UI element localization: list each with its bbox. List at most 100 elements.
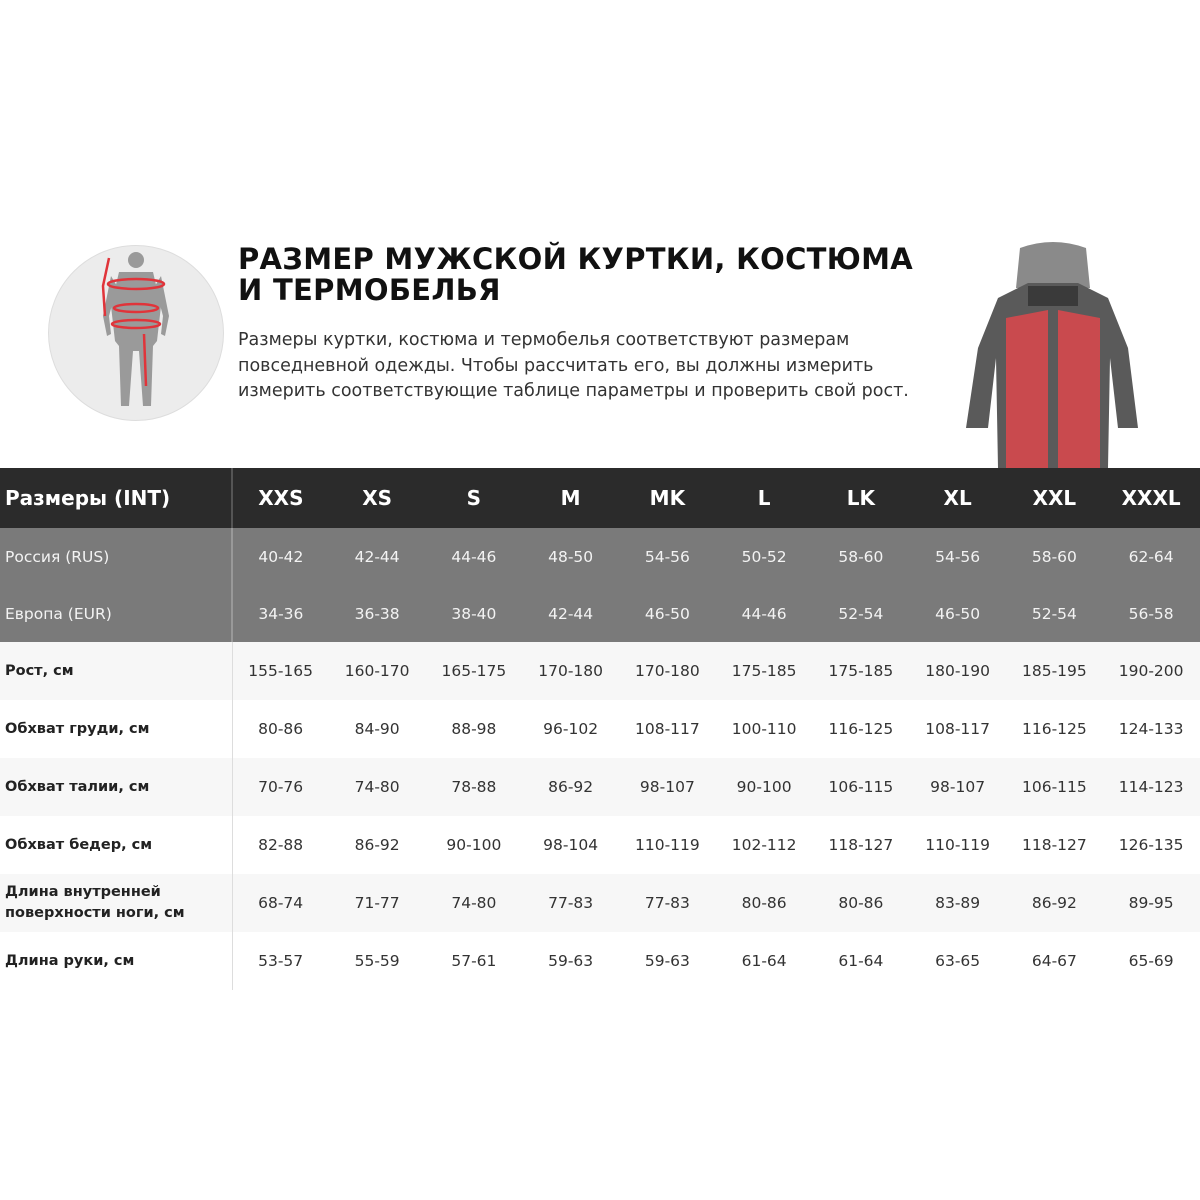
table-cell: 56-58 bbox=[1102, 585, 1200, 642]
table-cell: 86-92 bbox=[328, 816, 426, 874]
row-label: Длина внутренней поверхности ноги, см bbox=[0, 874, 233, 932]
size-table: Размеры (INT) XXS XS S M MK L LK XL XXL … bbox=[0, 468, 1200, 990]
page-title: РАЗМЕР МУЖСКОЙ КУРТКИ, КОСТЮМА И ТЕРМОБЕ… bbox=[238, 242, 913, 307]
table-cell: 77-83 bbox=[522, 874, 619, 932]
corner-header: Размеры (INT) bbox=[0, 468, 233, 528]
table-cell: 77-83 bbox=[619, 874, 716, 932]
table-cell: 61-64 bbox=[812, 932, 910, 990]
table-cell: 46-50 bbox=[909, 585, 1006, 642]
row-label: Обхват талии, см bbox=[0, 758, 233, 816]
table-cell: 64-67 bbox=[1006, 932, 1103, 990]
table-cell: 36-38 bbox=[328, 585, 426, 642]
table-row: Обхват груди, см 80-86 84-90 88-98 96-102 108… bbox=[0, 700, 1200, 758]
table-cell: 42-44 bbox=[522, 585, 619, 642]
table-cell: 89-95 bbox=[1102, 874, 1200, 932]
table-cell: 110-119 bbox=[909, 816, 1006, 874]
table-cell: 170-180 bbox=[619, 642, 716, 700]
table-cell: 53-57 bbox=[232, 932, 329, 990]
table-cell: 160-170 bbox=[328, 642, 426, 700]
table-cell: 52-54 bbox=[812, 585, 910, 642]
row-label: Россия (RUS) bbox=[0, 528, 233, 585]
table-cell: 74-80 bbox=[328, 758, 426, 816]
table-cell: 100-110 bbox=[715, 700, 813, 758]
table-cell: 84-90 bbox=[328, 700, 426, 758]
table-cell: 185-195 bbox=[1006, 642, 1103, 700]
table-header-row: Размеры (INT) XXS XS S M MK L LK XL XXL … bbox=[0, 468, 1200, 528]
table-cell: 48-50 bbox=[522, 528, 619, 585]
table-cell: 106-115 bbox=[812, 758, 910, 816]
table-cell: 82-88 bbox=[232, 816, 329, 874]
table-cell: 65-69 bbox=[1102, 932, 1200, 990]
table-cell: 42-44 bbox=[328, 528, 426, 585]
table-cell: 71-77 bbox=[328, 874, 426, 932]
table-cell: 126-135 bbox=[1102, 816, 1200, 874]
table-cell: 83-89 bbox=[909, 874, 1006, 932]
table-row: Обхват талии, см 70-76 74-80 78-88 86-92 98-1… bbox=[0, 758, 1200, 816]
table-cell: 175-185 bbox=[715, 642, 813, 700]
table-cell: 70-76 bbox=[232, 758, 329, 816]
table-cell: 110-119 bbox=[619, 816, 716, 874]
table-cell: 108-117 bbox=[909, 700, 1006, 758]
size-header: XS bbox=[328, 468, 426, 528]
table-cell: 175-185 bbox=[812, 642, 910, 700]
table-cell: 124-133 bbox=[1102, 700, 1200, 758]
table-cell: 80-86 bbox=[715, 874, 813, 932]
table-cell: 34-36 bbox=[232, 585, 329, 642]
table-row: Длина руки, см 53-57 55-59 57-61 59-63 59-63 6… bbox=[0, 932, 1200, 990]
table-cell: 180-190 bbox=[909, 642, 1006, 700]
table-cell: 98-107 bbox=[909, 758, 1006, 816]
table-cell: 58-60 bbox=[812, 528, 910, 585]
jacket-image bbox=[958, 238, 1148, 468]
table-row: Россия (RUS) 40-42 42-44 44-46 48-50 54-56 50-… bbox=[0, 528, 1200, 585]
table-row: Рост, см 155-165 160-170 165-175 170-180 170-… bbox=[0, 642, 1200, 700]
table-cell: 90-100 bbox=[425, 816, 523, 874]
row-label: Обхват груди, см bbox=[0, 700, 233, 758]
table-cell: 118-127 bbox=[812, 816, 910, 874]
table-cell: 114-123 bbox=[1102, 758, 1200, 816]
size-header: MK bbox=[619, 468, 716, 528]
table-cell: 74-80 bbox=[425, 874, 523, 932]
table-row: Длина внутренней поверхности ноги, см 68-… bbox=[0, 874, 1200, 932]
table-cell: 108-117 bbox=[619, 700, 716, 758]
table-cell: 98-104 bbox=[522, 816, 619, 874]
size-header: M bbox=[522, 468, 619, 528]
table-cell: 68-74 bbox=[232, 874, 329, 932]
table-cell: 190-200 bbox=[1102, 642, 1200, 700]
table-cell: 62-64 bbox=[1102, 528, 1200, 585]
table-cell: 38-40 bbox=[425, 585, 523, 642]
table-cell: 46-50 bbox=[619, 585, 716, 642]
row-label: Европа (EUR) bbox=[0, 585, 233, 642]
table-cell: 155-165 bbox=[232, 642, 329, 700]
row-label: Рост, см bbox=[0, 642, 233, 700]
table-cell: 63-65 bbox=[909, 932, 1006, 990]
body-measurement-figure bbox=[48, 245, 224, 421]
table-cell: 78-88 bbox=[425, 758, 523, 816]
table-cell: 80-86 bbox=[232, 700, 329, 758]
table-cell: 102-112 bbox=[715, 816, 813, 874]
table-cell: 118-127 bbox=[1006, 816, 1103, 874]
table-cell: 50-52 bbox=[715, 528, 813, 585]
table-cell: 170-180 bbox=[522, 642, 619, 700]
table-cell: 106-115 bbox=[1006, 758, 1103, 816]
table-cell: 116-125 bbox=[812, 700, 910, 758]
table-cell: 165-175 bbox=[425, 642, 523, 700]
table-cell: 44-46 bbox=[425, 528, 523, 585]
size-header: XXS bbox=[232, 468, 329, 528]
table-cell: 116-125 bbox=[1006, 700, 1103, 758]
size-header: XXXL bbox=[1102, 468, 1200, 528]
table-cell: 40-42 bbox=[232, 528, 329, 585]
table-row: Европа (EUR) 34-36 36-38 38-40 42-44 46-50 44-… bbox=[0, 585, 1200, 642]
size-header: XXL bbox=[1006, 468, 1103, 528]
size-header: S bbox=[425, 468, 523, 528]
table-cell: 90-100 bbox=[715, 758, 813, 816]
table-cell: 55-59 bbox=[328, 932, 426, 990]
table-cell: 58-60 bbox=[1006, 528, 1103, 585]
size-header: L bbox=[715, 468, 813, 528]
table-cell: 96-102 bbox=[522, 700, 619, 758]
table-cell: 59-63 bbox=[522, 932, 619, 990]
table-cell: 57-61 bbox=[425, 932, 523, 990]
table-cell: 54-56 bbox=[619, 528, 716, 585]
table-cell: 59-63 bbox=[619, 932, 716, 990]
size-header: LK bbox=[812, 468, 910, 528]
table-cell: 80-86 bbox=[812, 874, 910, 932]
